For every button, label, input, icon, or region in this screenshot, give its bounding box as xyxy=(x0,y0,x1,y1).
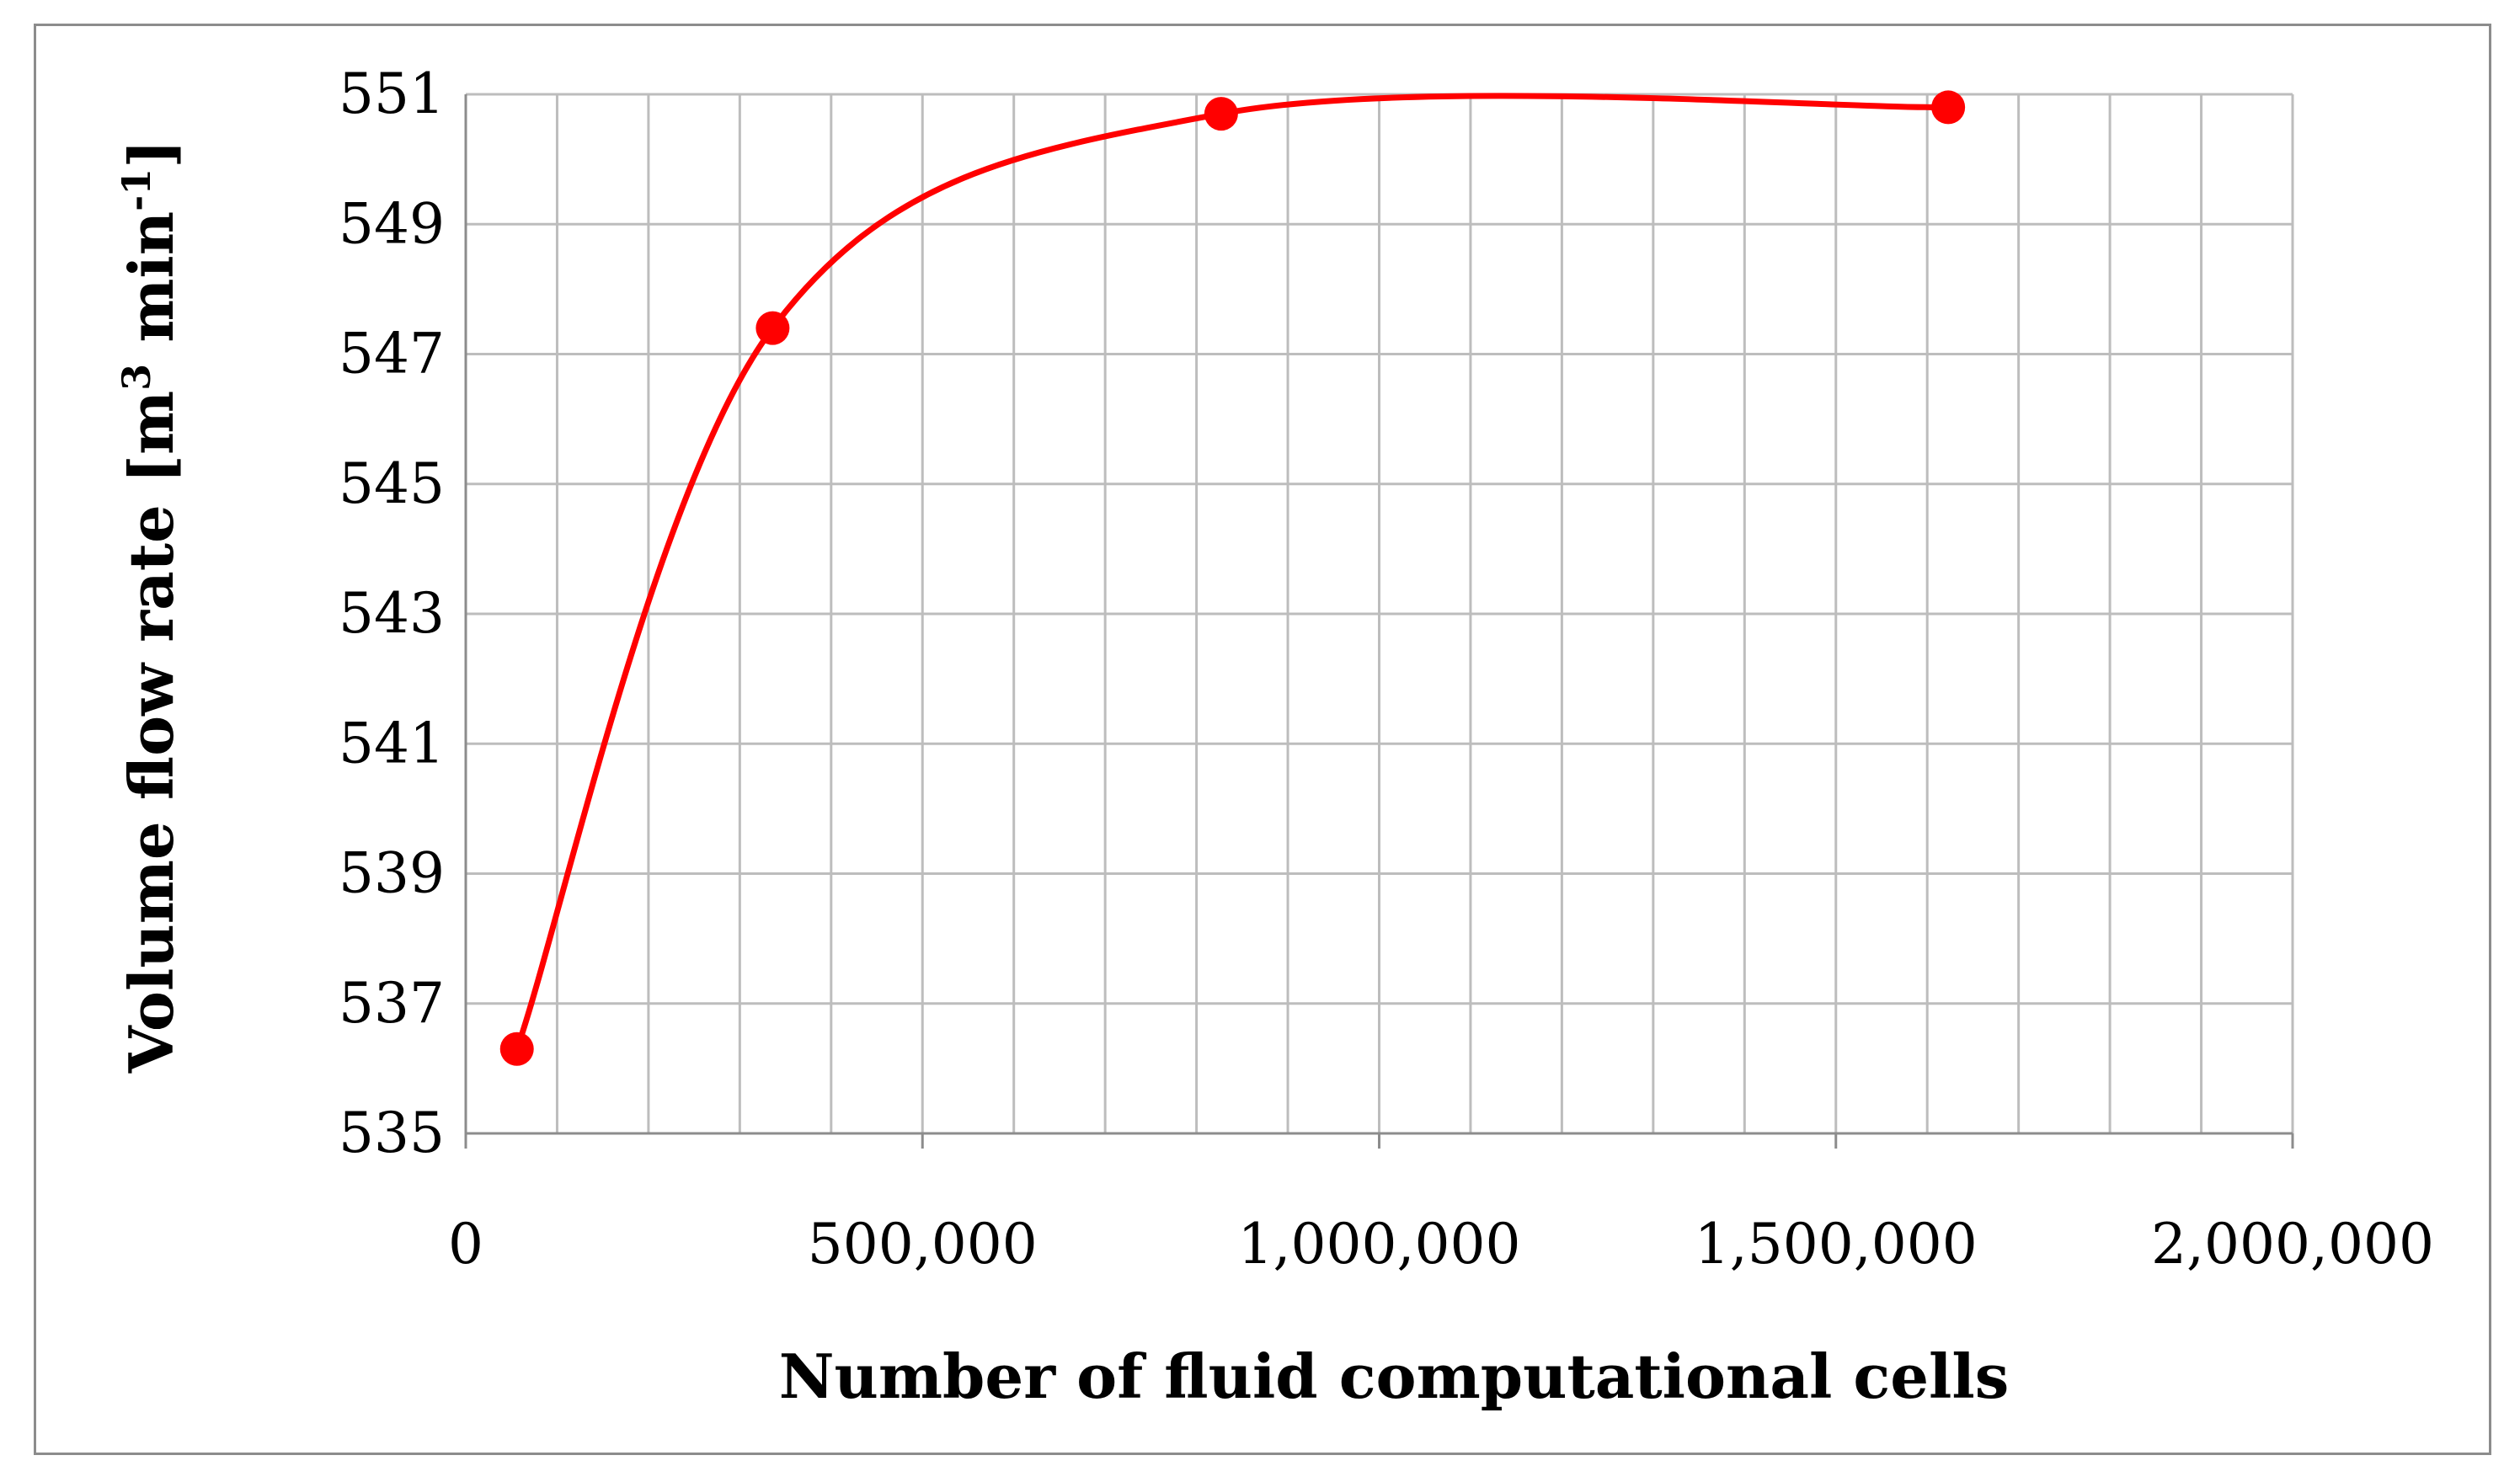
axis-layer xyxy=(464,94,2294,1149)
chart-frame xyxy=(34,24,2491,1455)
y-tick-label: 547 xyxy=(339,322,445,386)
y-axis-title: Volume flow rate [m3 min-1] xyxy=(114,140,187,1074)
y-axis-title-mid: min xyxy=(115,211,187,364)
label-layer: 0 500,000 1,000,000 1,500,000 2,000,000 535 53… xyxy=(339,61,2434,1277)
x-tick-label: 0 xyxy=(448,1212,483,1277)
y-tick-label: 543 xyxy=(339,581,445,646)
x-tick-label: 2,000,000 xyxy=(2151,1212,2434,1277)
grid-layer xyxy=(466,93,2294,1133)
y-axis-title-end: ] xyxy=(115,140,187,168)
x-tick-label: 1,000,000 xyxy=(1238,1212,1521,1277)
data-point xyxy=(1931,90,1966,125)
y-tick-label: 535 xyxy=(339,1101,445,1165)
x-tick-label: 1,500,000 xyxy=(1695,1212,1978,1277)
y-tick-label: 539 xyxy=(339,841,445,906)
series-line xyxy=(514,93,1949,1050)
x-tick-label: 500,000 xyxy=(808,1212,1038,1277)
data-point xyxy=(755,311,790,345)
y-tick-label: 549 xyxy=(339,191,445,256)
y-axis-title-main: Volume flow rate [m xyxy=(115,391,187,1074)
y-tick-label: 551 xyxy=(339,61,445,126)
y-axis-title-sup-neg1: -1 xyxy=(114,168,159,211)
data-point xyxy=(499,1032,534,1066)
series-layer xyxy=(499,90,1966,1066)
x-axis-title: Number of fluid computational cells xyxy=(779,1341,2010,1412)
data-point xyxy=(1204,97,1238,131)
y-axis-title-sup-3: 3 xyxy=(114,364,159,391)
y-tick-label: 545 xyxy=(339,451,445,516)
y-tick-label: 537 xyxy=(339,971,445,1036)
y-tick-label: 541 xyxy=(339,711,445,776)
